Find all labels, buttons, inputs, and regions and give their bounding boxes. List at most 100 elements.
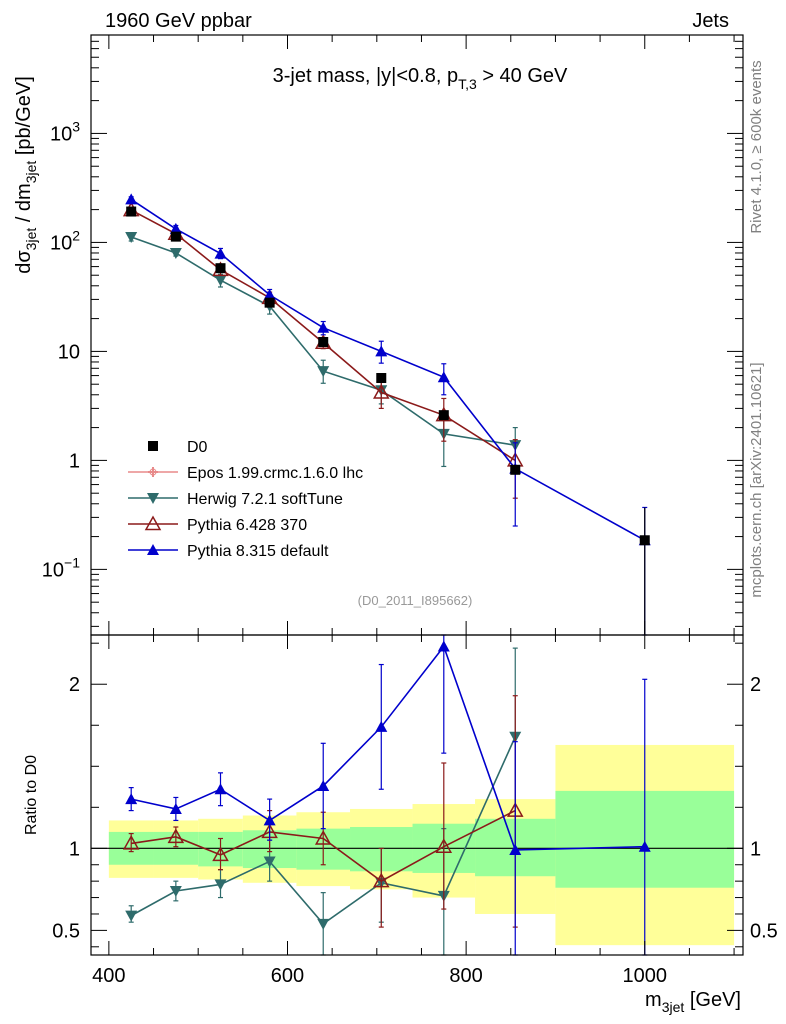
- y-tick-base-4: 10: [50, 123, 72, 145]
- header-left: 1960 GeV ppbar: [105, 10, 252, 32]
- ratio-tick-label-left-0: 0.5: [52, 920, 80, 942]
- y-tick-base-3: 10: [50, 232, 72, 254]
- pythia6-point-5: [372, 383, 390, 399]
- pythia8-ratio-point-6: [437, 640, 450, 652]
- pythia8-point-2: [214, 247, 227, 259]
- y-label-part-2: 3jet: [23, 228, 39, 251]
- legend-label-data: D0: [187, 439, 208, 456]
- pythia8-ratio-point-4: [317, 779, 330, 791]
- legend: D0 Epos 1.99.crmc.1.6.0 lhc Herwig 7.2.1 s…: [128, 439, 363, 560]
- legend-marker-pythia8: [147, 544, 159, 555]
- legend-marker-pythia6: [144, 515, 162, 531]
- pythia8-ratio-point-8: [638, 840, 651, 852]
- data-point-0: [126, 206, 137, 217]
- data-point-7: [510, 464, 521, 475]
- data-point-1: [170, 231, 181, 242]
- series-data: [126, 206, 650, 635]
- y-tick-base-2: 10: [58, 341, 80, 363]
- y-label-part-5: [pb/GeV]: [13, 76, 35, 161]
- x-label-unit: [GeV]: [684, 989, 741, 1011]
- legend-entry-epos: Epos 1.99.crmc.1.6.0 lhc: [128, 465, 363, 482]
- pythia8-ratio-point-1: [169, 802, 182, 814]
- legend-label-herwig: Herwig 7.2.1 softTune: [187, 491, 343, 508]
- y-tick-base-1: 1: [69, 450, 80, 472]
- x-tick-label-2: 800: [449, 965, 482, 987]
- ratio-tick-label-right-2: 2: [750, 674, 761, 696]
- x-label-sub: 3jet: [662, 999, 685, 1015]
- pythia8-point-1: [169, 222, 182, 234]
- pythia8-ratio-point-5: [375, 720, 388, 732]
- chart-marks: [122, 193, 651, 956]
- legend-entry-pythia6: Pythia 6.428 370: [128, 515, 307, 534]
- legend-marker-herwig: [147, 493, 159, 504]
- herwig-ratio-point-0: [125, 910, 138, 922]
- chart-title-main: 3-jet mass, |y|<0.8, p: [273, 65, 458, 87]
- legend-label-pythia8: Pythia 8.315 default: [187, 543, 329, 560]
- pythia8-ratio-point-3: [263, 814, 276, 826]
- watermark: (D0_2011_I895662): [358, 593, 473, 608]
- pythia8-ratio-point-2: [214, 783, 227, 795]
- chart-title-sub: T,3: [458, 76, 477, 92]
- legend-label-epos: Epos 1.99.crmc.1.6.0 lhc: [187, 465, 363, 482]
- y-tick-exp-4: 3: [72, 118, 80, 134]
- herwig-ratio-point-2: [214, 879, 227, 891]
- herwig-ratio-line: [130, 736, 516, 925]
- pythia6-ratio-point-6: [435, 838, 453, 853]
- ratio-tick-label-left-1: 1: [69, 838, 80, 860]
- legend-entry-herwig: Herwig 7.2.1 softTune: [128, 491, 343, 508]
- ratio-tick-label-right-1: 1: [750, 838, 761, 860]
- chart-title: 3-jet mass, |y|<0.8, pT,3 > 40 GeV: [273, 65, 568, 92]
- header-right: Jets: [692, 10, 729, 32]
- data-point-8: [639, 535, 650, 546]
- pythia8-point-4: [317, 321, 330, 333]
- ratio-frame: [90, 634, 744, 956]
- herwig-ratio-point-3: [263, 856, 276, 868]
- data-point-5: [376, 373, 387, 384]
- herwig-point-4: [317, 366, 330, 378]
- x-label-main: m: [645, 989, 662, 1011]
- y-tick-exp-0: −1: [64, 554, 80, 570]
- series-pythia8: [125, 193, 651, 956]
- pythia8-point-3: [263, 288, 276, 300]
- y-label-part-3: / dm: [13, 183, 35, 227]
- y-label-part-4: 3jet: [23, 161, 39, 184]
- ratio-tick-label-right-0: 0.5: [750, 920, 778, 942]
- side-label-mcplots: mcplots.cern.ch [arXiv:2401.10621]: [748, 362, 765, 597]
- pythia6-ratio-point-0: [122, 834, 140, 850]
- herwig-main-line: [130, 236, 516, 446]
- data-point-4: [318, 336, 329, 347]
- y-tick-label-2: 10: [58, 341, 80, 363]
- side-label-rivet: Rivet 4.1.0, ≥ 600k events: [748, 60, 765, 233]
- pythia6-ratio-line: [131, 809, 516, 883]
- y-axis-label: dσ3jet / dm3jet [pb/GeV]: [13, 76, 39, 274]
- herwig-ratio-point-1: [169, 886, 182, 897]
- x-tick-label-1: 600: [271, 965, 304, 987]
- legend-marker-data: [148, 441, 158, 451]
- x-tick-label-0: 400: [92, 965, 125, 987]
- pythia6-ratio-point-2: [212, 846, 229, 862]
- y-tick-label-1: 1: [69, 450, 80, 472]
- y-label-part-1: dσ: [13, 250, 35, 274]
- y-tick-label-4: 103: [50, 118, 80, 145]
- chart-title-tail: > 40 GeV: [477, 65, 568, 87]
- x-tick-label-3: 1000: [623, 965, 668, 987]
- pythia6-ratio-point-4: [314, 829, 332, 845]
- pythia8-ratio-point-7: [509, 843, 522, 855]
- legend-entry-data: D0: [148, 439, 208, 456]
- herwig-point-0: [125, 232, 138, 244]
- pythia8-point-0: [125, 193, 138, 205]
- pythia6-ratio-point-5: [372, 872, 390, 888]
- ratio-y-label: Ratio to D0: [23, 755, 40, 835]
- y-tick-label-0: 10−1: [42, 554, 80, 581]
- x-axis-label: m3jet [GeV]: [645, 989, 741, 1015]
- herwig-ratio-point-4: [317, 918, 330, 930]
- data-point-6: [438, 410, 449, 421]
- y-tick-exp-3: 2: [72, 227, 80, 243]
- y-tick-label-3: 102: [50, 227, 80, 254]
- legend-label-pythia6: Pythia 6.428 370: [187, 517, 307, 534]
- pythia8-point-6: [437, 371, 450, 383]
- pythia8-point-5: [375, 345, 388, 357]
- herwig-point-1: [169, 247, 182, 259]
